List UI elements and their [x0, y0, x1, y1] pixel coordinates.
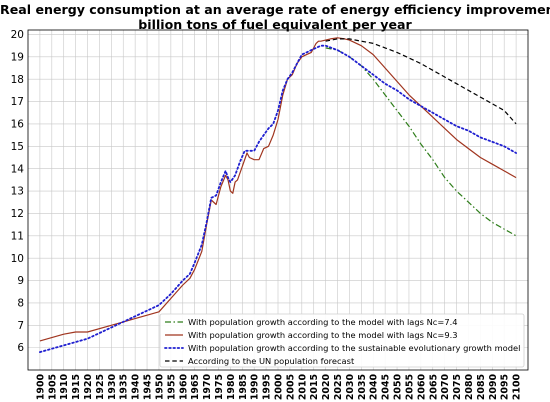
x-tick-label: 2085 — [476, 374, 487, 400]
legend-label-3: With population growth according to the … — [188, 343, 520, 353]
x-tick-label: 1915 — [71, 374, 82, 400]
x-tick-label: 1945 — [143, 374, 154, 400]
x-tick-label: 1930 — [107, 374, 118, 401]
x-tick-label: 1920 — [83, 374, 94, 401]
series-line-1 — [325, 47, 517, 237]
y-axis: 6 7 8 9 10 11 12 13 14 15 16 17 18 19 20 — [11, 29, 25, 354]
x-tick-label: 1955 — [166, 374, 177, 400]
y-tick-label: 16 — [11, 119, 25, 131]
y-tick-label: 17 — [11, 96, 24, 108]
legend-label-4: According to the UN population forecast — [188, 356, 355, 366]
chart-subtitle: billion tons of fuel equivalent per year — [138, 17, 412, 32]
x-tick-label: 1965 — [190, 374, 201, 400]
x-tick-label: 1960 — [178, 374, 189, 401]
y-tick-label: 11 — [11, 230, 24, 242]
chart-title-block: Real energy consumption at an average ra… — [0, 2, 550, 32]
chart-title: Real energy consumption at an average ra… — [0, 2, 550, 17]
x-tick-label: 1975 — [214, 374, 225, 400]
x-tick-label: 1940 — [131, 374, 142, 401]
x-axis: 1900 1905 1910 1915 1920 1925 1930 1935 1940 1945… — [35, 374, 522, 401]
x-tick-label: 1995 — [262, 374, 273, 400]
legend-label-2: With population growth according to the … — [188, 330, 458, 340]
legend-box — [159, 313, 525, 368]
x-tick-label: 2020 — [321, 374, 332, 401]
series-line-3 — [39, 44, 517, 354]
series-line-4 — [325, 38, 517, 125]
x-tick-label: 2015 — [309, 374, 320, 400]
legend-label-1: With population growth according to the … — [188, 317, 458, 327]
x-tick-label: 2050 — [393, 374, 404, 401]
y-tick-label: 20 — [11, 29, 24, 41]
x-tick-label: 1900 — [35, 374, 46, 401]
x-tick-label: 2065 — [428, 374, 439, 400]
y-tick-label: 13 — [11, 186, 24, 198]
x-tick-label: 1935 — [119, 374, 130, 400]
y-tick-label: 9 — [17, 275, 24, 287]
x-tick-label: 1925 — [95, 374, 106, 400]
x-tick-label: 1910 — [59, 374, 70, 401]
x-tick-label: 2010 — [297, 374, 308, 401]
x-tick-label: 1950 — [154, 374, 165, 401]
y-tick-label: 19 — [11, 51, 24, 63]
x-tick-label: 2035 — [357, 374, 368, 400]
y-tick-label: 10 — [11, 253, 24, 265]
x-tick-label: 2095 — [500, 374, 511, 400]
x-tick-label: 2090 — [488, 374, 499, 401]
x-tick-label: 1985 — [238, 374, 249, 400]
plot-area — [27, 29, 529, 371]
legend: With population growth according to the … — [159, 313, 525, 368]
x-tick-label: 2060 — [416, 374, 427, 401]
y-tick-label: 12 — [11, 208, 24, 220]
series-lines — [39, 37, 517, 354]
x-tick-label: 2070 — [440, 374, 451, 401]
y-tick-label: 14 — [11, 163, 25, 175]
x-tick-label: 2045 — [381, 374, 392, 400]
series-line-2 — [39, 37, 517, 342]
x-tick-label: 1980 — [226, 374, 237, 401]
x-tick-label: 1990 — [250, 374, 261, 401]
y-tick-label: 8 — [17, 297, 24, 309]
x-tick-label: 2100 — [512, 374, 523, 401]
y-tick-label: 7 — [17, 320, 24, 332]
x-tick-label: 2080 — [464, 374, 475, 401]
x-tick-label: 2075 — [452, 374, 463, 400]
x-tick-label: 2025 — [333, 374, 344, 400]
x-tick-label: 2000 — [274, 374, 285, 401]
x-tick-label: 1970 — [202, 374, 213, 401]
x-tick-label: 2030 — [345, 374, 356, 401]
y-tick-label: 18 — [11, 74, 24, 86]
y-tick-label: 15 — [11, 141, 24, 153]
x-tick-label: 2055 — [404, 374, 415, 400]
x-tick-label: 2005 — [285, 374, 296, 400]
x-tick-label: 1905 — [47, 374, 58, 400]
y-tick-label: 6 — [17, 342, 24, 354]
x-tick-label: 2040 — [369, 374, 380, 401]
